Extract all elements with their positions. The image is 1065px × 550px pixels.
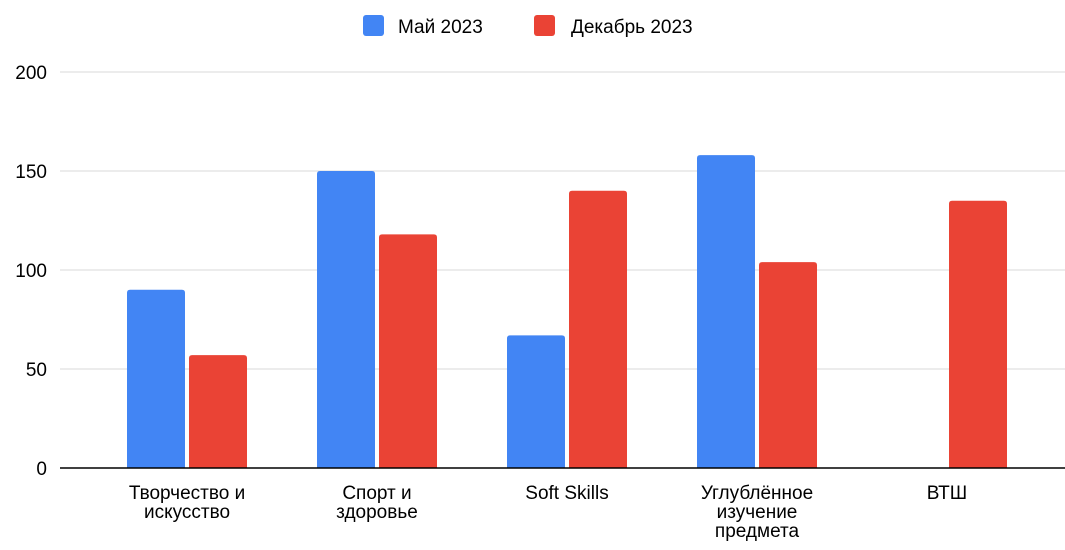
bar-may-2023-1 (317, 171, 375, 468)
x-axis-tick-labels: Творчество и искусство Спорт и здоровье Soft… (129, 483, 967, 542)
bar-dec-2023-4 (949, 200, 1007, 468)
legend-swatch (534, 15, 555, 36)
legend: Май 2023 Декабрь 2023 (363, 15, 693, 38)
legend-label: Декабрь 2023 (571, 17, 693, 38)
y-tick-label: 100 (15, 261, 47, 282)
y-tick-label: 0 (36, 459, 47, 480)
bar-may-2023-0 (127, 289, 185, 468)
x-tick-label: Творчество и искусство (129, 483, 245, 523)
y-tick-label: 50 (26, 360, 47, 381)
y-tick-label: 200 (15, 63, 47, 84)
x-tick-label: Углублённое изучение предмета (701, 483, 813, 542)
legend-item: Декабрь 2023 (534, 15, 693, 38)
legend-swatch (363, 15, 384, 36)
bar-dec-2023-2 (569, 190, 627, 469)
legend-label: Май 2023 (398, 17, 483, 38)
x-tick-label-line: Творчество и (129, 483, 245, 504)
y-axis-tick-labels: 0 50 100 150 200 (15, 63, 47, 480)
bar-dec-2023-3 (759, 262, 817, 468)
x-tick-label-line: Soft Skills (525, 483, 608, 504)
legend-item: Май 2023 (363, 15, 483, 38)
bar-may-2023-2 (507, 335, 565, 468)
x-tick-label-line: Углублённое (701, 483, 813, 504)
x-tick-label: Спорт и здоровье (336, 483, 418, 523)
x-tick-label-line: искусство (144, 502, 230, 523)
bar-dec-2023-0 (189, 355, 247, 468)
bars (127, 155, 1007, 469)
x-tick-label-line: здоровье (336, 502, 418, 523)
x-tick-label-line: изучение (717, 502, 798, 523)
x-tick-label-line: предмета (715, 521, 800, 542)
bar-dec-2023-1 (379, 234, 437, 468)
x-tick-label-line: Спорт и (342, 483, 411, 504)
bar-may-2023-3 (697, 155, 755, 468)
y-tick-label: 150 (15, 162, 47, 183)
x-tick-label: ВТШ (927, 483, 967, 504)
gridlines (60, 71, 1065, 370)
x-tick-label-line: ВТШ (927, 483, 967, 504)
x-tick-label: Soft Skills (525, 483, 608, 504)
